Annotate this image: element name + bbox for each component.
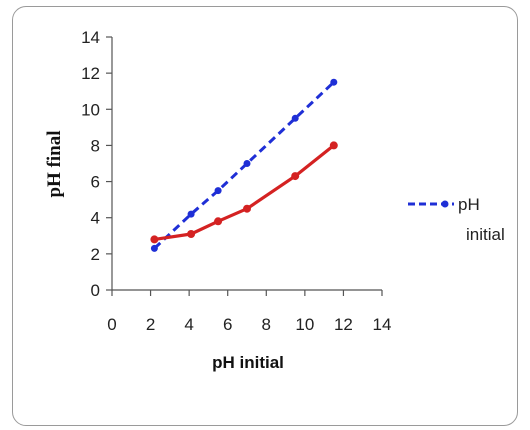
- x-tick-label: 6: [223, 315, 232, 334]
- chart-area: [12, 6, 518, 426]
- legend-marker: [441, 200, 449, 208]
- series-1-point: [150, 244, 158, 252]
- series-2-point: [329, 141, 338, 150]
- legend-label-line1: pH: [458, 195, 480, 214]
- y-tick-label: 10: [81, 100, 100, 119]
- series-1-point: [187, 210, 195, 218]
- legend-label-line2: initial: [466, 225, 505, 244]
- x-tick-label: 8: [262, 315, 271, 334]
- x-tick-label: 14: [373, 315, 392, 334]
- series-1-line: [153, 81, 335, 250]
- x-tick-label: 12: [334, 315, 353, 334]
- series-1-point: [243, 160, 251, 167]
- legend: pH initial: [408, 195, 505, 244]
- x-tick-label: 0: [107, 315, 116, 334]
- series-1-point: [330, 78, 338, 86]
- series-2-point: [150, 235, 159, 244]
- series-2-point: [291, 172, 300, 181]
- series-1-point: [214, 187, 222, 195]
- y-tick-label: 14: [81, 28, 100, 47]
- series-2-point: [187, 230, 196, 238]
- y-tick-label: 6: [91, 173, 100, 192]
- x-tick-label: 10: [295, 315, 314, 334]
- x-tick-label: 2: [146, 315, 155, 334]
- y-tick-label: 0: [91, 281, 100, 300]
- x-axis: 0 2 4 6 8 10 12 14: [107, 289, 392, 334]
- x-tick-label: 4: [184, 315, 193, 334]
- series-layer: [150, 78, 338, 252]
- y-tick-label: 2: [91, 245, 100, 264]
- y-axis-title: pH final: [44, 130, 65, 197]
- x-axis-title: pH initial: [212, 353, 284, 372]
- series-2-point: [243, 204, 251, 213]
- y-tick-label: 4: [91, 209, 100, 228]
- y-axis: 0 2 4 6 8 10 12 14: [81, 28, 113, 300]
- y-tick-label: 8: [91, 136, 100, 155]
- series-2-point: [214, 217, 223, 226]
- series-2-line: [154, 144, 335, 241]
- series-1-point: [291, 114, 299, 122]
- y-tick-label: 12: [81, 64, 100, 83]
